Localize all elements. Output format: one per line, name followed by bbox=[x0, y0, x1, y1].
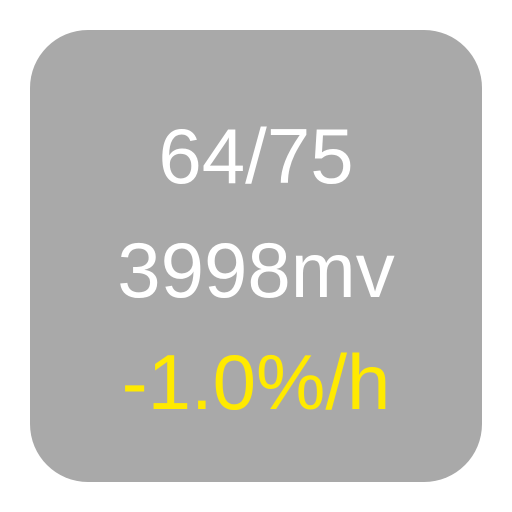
battery-level-text: 64/75 bbox=[158, 112, 354, 200]
battery-status-widget[interactable]: 64/75 3998mv -1.0%/h bbox=[30, 30, 482, 482]
battery-drain-rate-text: -1.0%/h bbox=[121, 338, 391, 426]
battery-voltage-text: 3998mv bbox=[117, 226, 395, 314]
